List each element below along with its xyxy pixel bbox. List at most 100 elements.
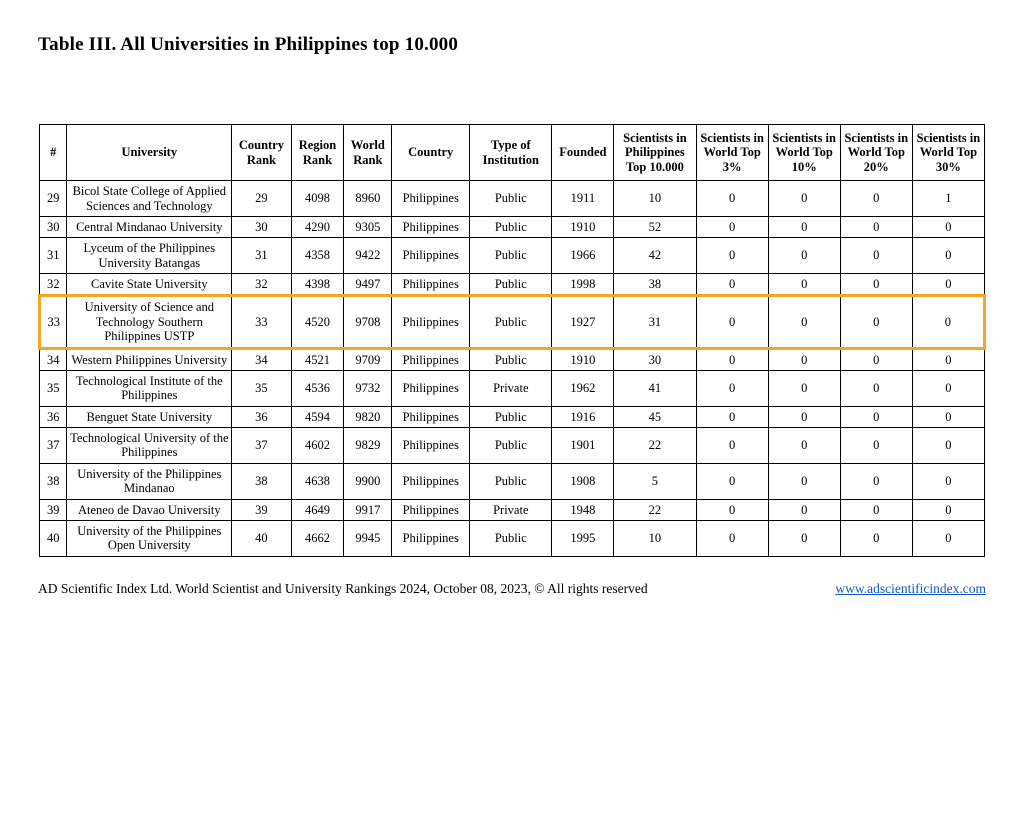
cell-type: Public bbox=[470, 463, 552, 499]
table-row: 36Benguet State University3645949820Phil… bbox=[40, 406, 985, 427]
table-row: 39Ateneo de Davao University3946499917Ph… bbox=[40, 499, 985, 520]
cell-sci10: 0 bbox=[768, 428, 840, 464]
cell-sci20: 0 bbox=[840, 348, 912, 370]
cell-country: Philippines bbox=[392, 406, 470, 427]
cell-country_rank: 36 bbox=[232, 406, 291, 427]
cell-sci_ph: 22 bbox=[614, 499, 696, 520]
cell-num: 29 bbox=[40, 181, 67, 217]
cell-sci20: 0 bbox=[840, 499, 912, 520]
footer-link[interactable]: www.adscientificindex.com bbox=[835, 581, 986, 597]
cell-country: Philippines bbox=[392, 216, 470, 237]
table-row: 32Cavite State University3243989497Phili… bbox=[40, 274, 985, 296]
cell-sci3: 0 bbox=[696, 274, 768, 296]
cell-university: Western Philippines University bbox=[67, 348, 232, 370]
cell-num: 30 bbox=[40, 216, 67, 237]
cell-sci3: 0 bbox=[696, 181, 768, 217]
cell-country: Philippines bbox=[392, 296, 470, 348]
col-header-country-rank: Country Rank bbox=[232, 125, 291, 181]
cell-type: Public bbox=[470, 520, 552, 556]
cell-type: Public bbox=[470, 238, 552, 274]
cell-world_rank: 8960 bbox=[344, 181, 392, 217]
cell-university: Cavite State University bbox=[67, 274, 232, 296]
cell-sci10: 0 bbox=[768, 238, 840, 274]
cell-university: Ateneo de Davao University bbox=[67, 499, 232, 520]
cell-sci30: 0 bbox=[912, 274, 984, 296]
table-row: 37Technological University of the Philip… bbox=[40, 428, 985, 464]
footer: AD Scientific Index Ltd. World Scientist… bbox=[38, 581, 986, 597]
cell-world_rank: 9945 bbox=[344, 520, 392, 556]
cell-world_rank: 9829 bbox=[344, 428, 392, 464]
table-row: 38University of the Philippines Mindanao… bbox=[40, 463, 985, 499]
col-header-num: # bbox=[40, 125, 67, 181]
cell-world_rank: 9305 bbox=[344, 216, 392, 237]
cell-country_rank: 29 bbox=[232, 181, 291, 217]
cell-num: 34 bbox=[40, 348, 67, 370]
cell-sci_ph: 31 bbox=[614, 296, 696, 348]
col-header-region-rank: Region Rank bbox=[291, 125, 344, 181]
cell-country: Philippines bbox=[392, 274, 470, 296]
cell-founded: 1908 bbox=[552, 463, 614, 499]
cell-num: 36 bbox=[40, 406, 67, 427]
cell-world_rank: 9820 bbox=[344, 406, 392, 427]
cell-sci20: 0 bbox=[840, 406, 912, 427]
cell-sci20: 0 bbox=[840, 520, 912, 556]
cell-world_rank: 9422 bbox=[344, 238, 392, 274]
cell-type: Public bbox=[470, 216, 552, 237]
cell-sci_ph: 10 bbox=[614, 181, 696, 217]
cell-sci10: 0 bbox=[768, 296, 840, 348]
table-row: 29Bicol State College of Applied Science… bbox=[40, 181, 985, 217]
cell-country_rank: 37 bbox=[232, 428, 291, 464]
cell-sci_ph: 38 bbox=[614, 274, 696, 296]
cell-sci3: 0 bbox=[696, 348, 768, 370]
col-header-world-rank: World Rank bbox=[344, 125, 392, 181]
cell-sci30: 0 bbox=[912, 406, 984, 427]
cell-sci30: 0 bbox=[912, 499, 984, 520]
cell-world_rank: 9900 bbox=[344, 463, 392, 499]
cell-sci20: 0 bbox=[840, 296, 912, 348]
cell-num: 33 bbox=[40, 296, 67, 348]
cell-num: 37 bbox=[40, 428, 67, 464]
col-header-country: Country bbox=[392, 125, 470, 181]
cell-type: Private bbox=[470, 370, 552, 406]
col-header-sci-30: Scientists in World Top 30% bbox=[912, 125, 984, 181]
cell-sci20: 0 bbox=[840, 428, 912, 464]
cell-num: 40 bbox=[40, 520, 67, 556]
cell-sci10: 0 bbox=[768, 181, 840, 217]
col-header-type: Type of Institution bbox=[470, 125, 552, 181]
cell-sci_ph: 10 bbox=[614, 520, 696, 556]
cell-world_rank: 9732 bbox=[344, 370, 392, 406]
cell-sci30: 0 bbox=[912, 428, 984, 464]
cell-university: University of the Philippines Mindanao bbox=[67, 463, 232, 499]
cell-region_rank: 4536 bbox=[291, 370, 344, 406]
cell-university: Bicol State College of Applied Sciences … bbox=[67, 181, 232, 217]
cell-university: Central Mindanao University bbox=[67, 216, 232, 237]
cell-sci3: 0 bbox=[696, 296, 768, 348]
col-header-sci-ph: Scientists in Philippines Top 10.000 bbox=[614, 125, 696, 181]
col-header-sci-3: Scientists in World Top 3% bbox=[696, 125, 768, 181]
cell-founded: 1916 bbox=[552, 406, 614, 427]
cell-type: Public bbox=[470, 296, 552, 348]
cell-country_rank: 39 bbox=[232, 499, 291, 520]
cell-sci10: 0 bbox=[768, 520, 840, 556]
table-body: 29Bicol State College of Applied Science… bbox=[40, 181, 985, 557]
cell-country_rank: 33 bbox=[232, 296, 291, 348]
cell-num: 35 bbox=[40, 370, 67, 406]
cell-country: Philippines bbox=[392, 181, 470, 217]
cell-university: University of the Philippines Open Unive… bbox=[67, 520, 232, 556]
cell-num: 38 bbox=[40, 463, 67, 499]
table-header-row: # University Country Rank Region Rank Wo… bbox=[40, 125, 985, 181]
cell-founded: 1995 bbox=[552, 520, 614, 556]
rankings-table: # University Country Rank Region Rank Wo… bbox=[38, 124, 986, 557]
cell-world_rank: 9497 bbox=[344, 274, 392, 296]
cell-sci20: 0 bbox=[840, 216, 912, 237]
cell-founded: 1962 bbox=[552, 370, 614, 406]
cell-sci_ph: 45 bbox=[614, 406, 696, 427]
cell-country_rank: 35 bbox=[232, 370, 291, 406]
table-row: 34Western Philippines University34452197… bbox=[40, 348, 985, 370]
table-row: 40University of the Philippines Open Uni… bbox=[40, 520, 985, 556]
cell-sci30: 0 bbox=[912, 463, 984, 499]
col-header-sci-20: Scientists in World Top 20% bbox=[840, 125, 912, 181]
cell-country: Philippines bbox=[392, 499, 470, 520]
cell-region_rank: 4358 bbox=[291, 238, 344, 274]
cell-sci30: 0 bbox=[912, 370, 984, 406]
